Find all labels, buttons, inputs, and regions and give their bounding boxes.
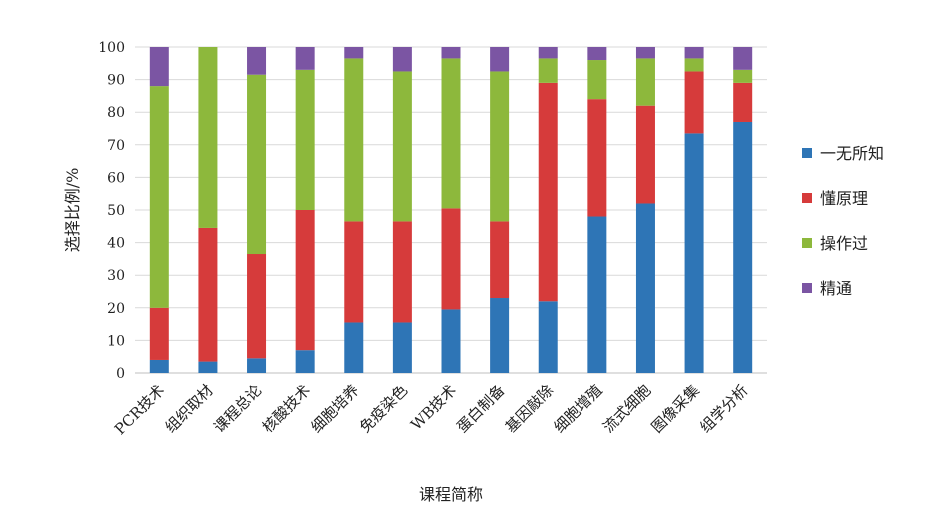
bar-segment (149, 47, 169, 87)
y-tick-label: 0 (116, 366, 125, 382)
x-tick-label: 蛋白制备 (453, 381, 508, 436)
x-tick-label: 课程总论 (210, 381, 265, 436)
bar-segment (733, 47, 753, 70)
bar-segment (247, 254, 267, 359)
bar-segment (392, 221, 412, 323)
bar-segment (198, 227, 218, 362)
bar-segment (490, 71, 510, 222)
bar-segment (198, 361, 218, 373)
bar-segment (198, 47, 218, 228)
bar-segment (684, 71, 704, 134)
legend-label: 懂原理 (820, 189, 868, 208)
x-tick-label: 细胞培养 (307, 381, 362, 436)
legend-label: 操作过 (820, 234, 868, 253)
x-tick-label: 图像采集 (648, 381, 703, 436)
y-tick-label: 40 (107, 236, 125, 252)
bar-segment (344, 322, 364, 373)
bar-segment (587, 216, 607, 373)
x-tick-label: 组织取材 (162, 381, 217, 436)
bar-segment (635, 105, 655, 204)
bar-segment (247, 47, 267, 75)
y-tick-label: 70 (107, 138, 125, 154)
bar-segment (635, 203, 655, 373)
bar-segment (490, 221, 510, 299)
bar-segment (538, 301, 558, 373)
legend-swatch (802, 193, 812, 203)
bar-segment (392, 322, 412, 373)
x-tick-label: 免疫染色 (356, 381, 411, 436)
bars (149, 47, 753, 373)
y-axis: 0 10 20 30 40 50 60 70 80 90 100 (98, 40, 125, 382)
y-tick-label: 50 (107, 203, 125, 219)
bar-segment (490, 298, 510, 373)
y-tick-label: 30 (107, 268, 125, 284)
legend-swatch (802, 238, 812, 248)
bar-segment (149, 359, 169, 373)
bar-segment (344, 58, 364, 222)
bar-segment (538, 82, 558, 302)
y-tick-label: 10 (107, 333, 125, 349)
x-tick-label: 基因敲除 (502, 381, 557, 436)
bar-segment (684, 47, 704, 59)
y-tick-label: 90 (107, 73, 125, 89)
bar-segment (149, 86, 169, 308)
bar-segment (295, 69, 315, 210)
x-tick-label: PCR技术 (111, 381, 168, 438)
bar-segment (587, 60, 607, 100)
y-tick-label: 20 (107, 301, 125, 317)
x-tick-label: 组学分析 (696, 381, 751, 436)
bar-segment (684, 58, 704, 72)
legend-swatch (802, 148, 812, 158)
x-tick-label: WB技术 (407, 381, 460, 434)
bar-segment (149, 307, 169, 360)
y-tick-label: 80 (107, 105, 125, 121)
bar-segment (392, 47, 412, 72)
bar-segment (344, 221, 364, 323)
bar-segment (587, 47, 607, 61)
y-tick-label: 100 (98, 40, 125, 56)
y-axis-title: 选择比例/% (63, 168, 82, 253)
bar-segment (247, 74, 267, 255)
x-axis: PCR技术组织取材课程总论核酸技术细胞培养免疫染色WB技术蛋白制备基因敲除细胞增… (111, 381, 752, 438)
bar-segment (733, 82, 753, 122)
x-axis-title: 课程简称 (419, 485, 483, 504)
bar-segment (733, 121, 753, 373)
bar-segment (344, 47, 364, 59)
x-tick-label: 核酸技术 (259, 381, 314, 436)
bar-segment (295, 210, 315, 351)
bar-segment (441, 309, 461, 373)
legend-swatch (802, 283, 812, 293)
bar-segment (441, 208, 461, 310)
y-tick-label: 60 (107, 170, 125, 186)
bar-segment (733, 69, 753, 83)
bar-segment (441, 58, 461, 209)
bar-segment (538, 47, 558, 59)
bar-segment (441, 47, 461, 59)
bar-segment (295, 350, 315, 373)
bar-segment (490, 47, 510, 72)
legend-label: 精通 (820, 279, 852, 298)
x-tick-label: 细胞增殖 (551, 381, 606, 436)
bar-segment (295, 47, 315, 70)
bar-segment (635, 47, 655, 59)
bar-segment (392, 71, 412, 222)
bar-segment (538, 58, 558, 83)
bar-segment (587, 99, 607, 217)
legend-label: 一无所知 (820, 144, 884, 163)
bar-segment (635, 58, 655, 106)
bar-segment (684, 133, 704, 373)
x-tick-label: 流式细胞 (599, 381, 654, 436)
bar-segment (247, 358, 267, 373)
